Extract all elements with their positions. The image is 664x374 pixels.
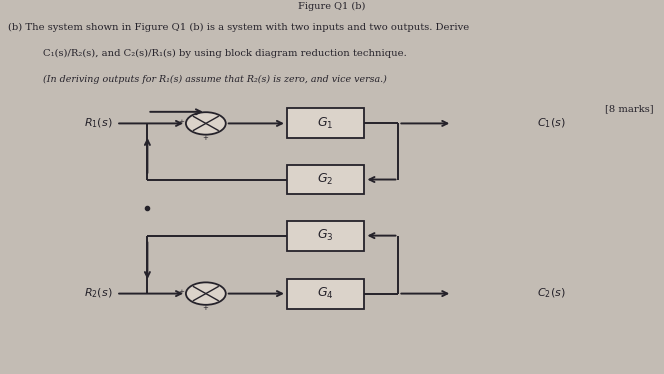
Text: +: + <box>202 305 208 311</box>
FancyBboxPatch shape <box>287 221 364 251</box>
Text: $R_2(s)$: $R_2(s)$ <box>84 287 113 300</box>
Text: $G_1$: $G_1$ <box>317 116 333 131</box>
Text: $R_1(s)$: $R_1(s)$ <box>84 117 113 130</box>
Text: C₁(s)/R₂(s), and C₂(s)/R₁(s) by using block diagram reduction technique.: C₁(s)/R₂(s), and C₂(s)/R₁(s) by using bl… <box>43 49 407 58</box>
FancyBboxPatch shape <box>287 108 364 138</box>
Text: $G_4$: $G_4$ <box>317 286 334 301</box>
Text: (In deriving outputs for R₁(s) assume that R₂(s) is zero, and vice versa.): (In deriving outputs for R₁(s) assume th… <box>43 75 387 84</box>
Text: [8 marks]: [8 marks] <box>606 105 654 114</box>
Text: +: + <box>178 119 184 125</box>
Text: Figure Q1 (b): Figure Q1 (b) <box>298 2 366 11</box>
Text: (b) The system shown in Figure Q1 (b) is a system with two inputs and two output: (b) The system shown in Figure Q1 (b) is… <box>8 22 469 31</box>
Text: $G_2$: $G_2$ <box>317 172 333 187</box>
Text: $C_1(s)$: $C_1(s)$ <box>537 117 565 130</box>
FancyBboxPatch shape <box>287 279 364 309</box>
Text: $C_2(s)$: $C_2(s)$ <box>537 287 565 300</box>
Text: +: + <box>178 289 184 295</box>
Circle shape <box>186 112 226 135</box>
Circle shape <box>186 282 226 305</box>
FancyBboxPatch shape <box>287 165 364 194</box>
Text: +: + <box>202 135 208 141</box>
Text: $G_3$: $G_3$ <box>317 228 333 243</box>
